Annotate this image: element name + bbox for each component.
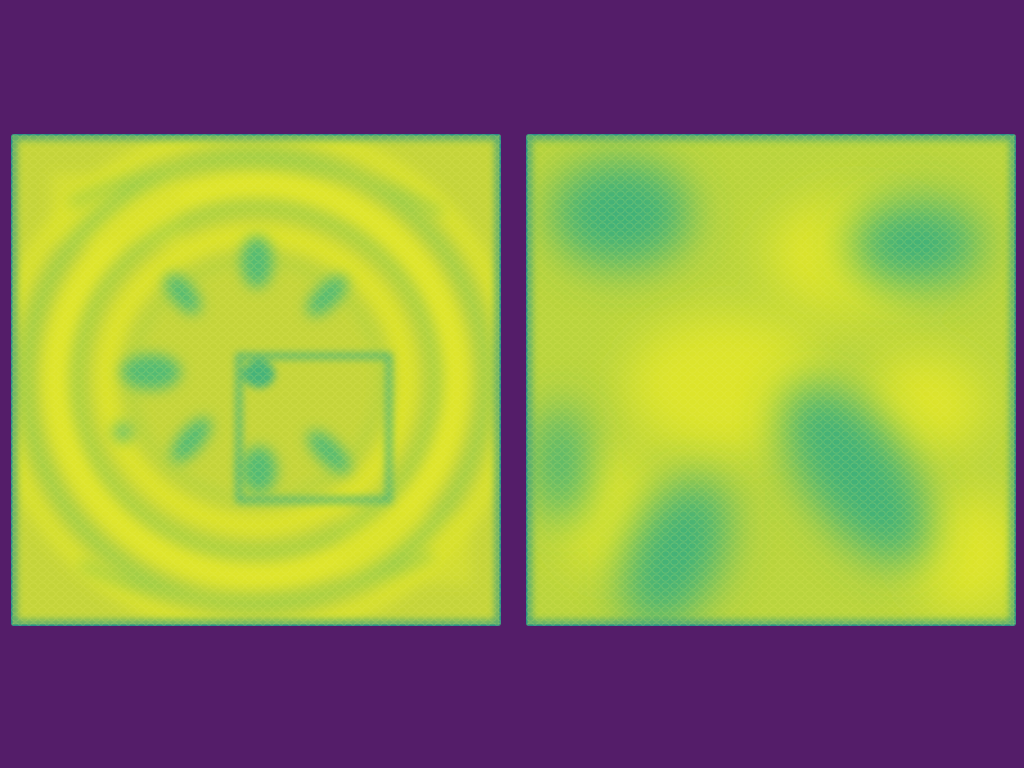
left-heatmap-image	[11, 134, 501, 626]
left-heatmap-panel	[11, 134, 501, 626]
right-heatmap-panel	[526, 134, 1016, 626]
right-heatmap-image	[526, 134, 1016, 626]
